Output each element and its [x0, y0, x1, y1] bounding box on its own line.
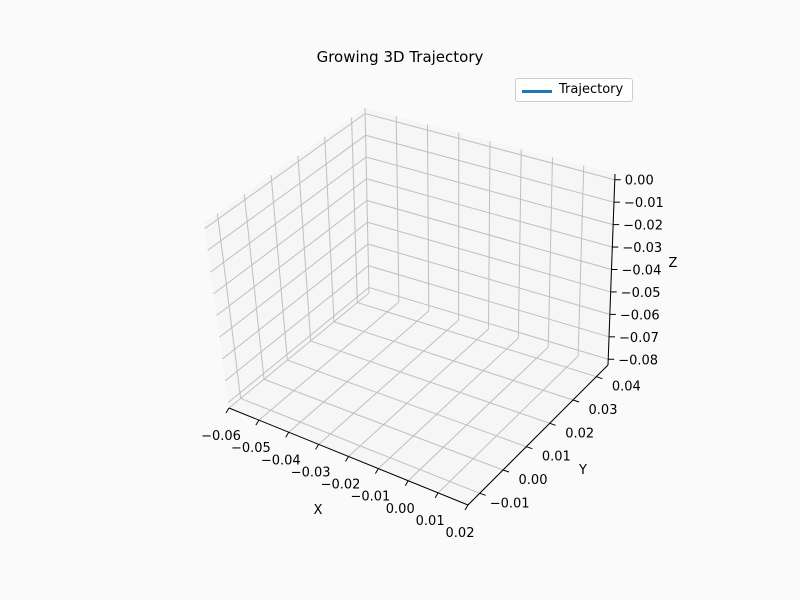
z-tick-label: 0.00 [625, 174, 654, 189]
grid-line-z-back [367, 221, 611, 293]
grid-line-y-floor [263, 378, 504, 471]
z-tick-label: −0.04 [622, 264, 662, 279]
grid-line-z-wall [210, 156, 367, 273]
x-tick-label: −0.04 [261, 453, 301, 468]
z-tick-label: −0.03 [622, 241, 662, 256]
legend-line-trajectory [522, 90, 552, 93]
grid-line-x-floor [258, 301, 400, 421]
x-tick-label: 0.00 [386, 502, 415, 517]
grid-line-z-wall [224, 265, 369, 382]
z-axis-label: Z [669, 256, 678, 271]
y-tick-label: 0.00 [519, 473, 548, 488]
x-tick [345, 456, 349, 462]
y-tick [479, 492, 486, 496]
grid-line-x-floor [288, 310, 430, 433]
z-tick-label: −0.05 [621, 286, 661, 301]
grid-line-z-wall [207, 134, 366, 251]
x-axis-label: X [314, 503, 323, 518]
x-tick [464, 504, 469, 511]
grid-line-z-back [365, 156, 614, 226]
grid-line-z-wall [204, 113, 366, 229]
grid-line-x-floor [318, 319, 459, 445]
y-tick [502, 469, 510, 473]
grid-line-x-floor [407, 346, 549, 482]
y-tick-label: 0.02 [565, 426, 594, 441]
grid-line-y-floor [287, 359, 527, 448]
z-tick-label: −0.08 [618, 353, 658, 368]
chart-title: Growing 3D Trajectory [316, 48, 484, 66]
grid-line-z-back [366, 200, 612, 270]
grid-line-y-floor [310, 340, 550, 424]
grid-line-x-floor [437, 355, 579, 494]
y-tick-label: −0.01 [490, 496, 530, 511]
pane-left [204, 108, 369, 408]
grid-line-x-floor [378, 337, 519, 469]
y-tick-label: 0.01 [542, 450, 571, 465]
x-tick [225, 407, 230, 414]
grid-line-z-wall [227, 287, 370, 403]
x-tick-label: −0.06 [201, 429, 241, 444]
legend-label-trajectory: Trajectory [559, 82, 624, 97]
legend: Trajectory [515, 78, 633, 102]
tick-marks [225, 179, 621, 511]
grid-line-y-floor [240, 397, 480, 494]
grid-line-z-back [366, 178, 613, 248]
y-tick [596, 376, 603, 380]
z-tick-label: −0.01 [624, 196, 664, 211]
x-tick [374, 468, 379, 474]
y-tick [549, 422, 556, 426]
grid-line-y-floor [333, 321, 574, 401]
y-tick-label: 0.04 [612, 380, 641, 395]
y-tick-label: 0.03 [589, 403, 618, 418]
x-tick-label: 0.01 [416, 514, 445, 529]
x-tick-label: −0.02 [321, 478, 361, 493]
z-tick-label: −0.07 [619, 331, 659, 346]
x-tick [255, 419, 260, 426]
y-tick [526, 446, 533, 450]
grid-line-z-back [365, 134, 615, 203]
pane-floor [229, 293, 608, 505]
grid-line-z-wall [216, 200, 368, 316]
x-tick-label: 0.02 [446, 526, 475, 541]
x-tick-label: −0.01 [350, 490, 390, 505]
z-tick-label: −0.02 [623, 219, 663, 234]
grid-line-z-wall [213, 178, 367, 295]
grid-line-z-back [364, 113, 615, 181]
grid-line-z-wall [219, 221, 368, 338]
x-tick [434, 492, 439, 499]
y-axis-label: Y [578, 463, 587, 478]
z-tick-label: −0.06 [620, 308, 660, 323]
x-tick-label: −0.03 [291, 465, 331, 480]
grid-line-y-floor [357, 302, 597, 378]
y-tick [572, 399, 580, 403]
grid-line-x-floor [228, 292, 370, 409]
grid-line-z-back [368, 286, 609, 360]
grid-line-z-back [368, 265, 610, 338]
x-tick [285, 431, 290, 438]
x-tick [404, 480, 409, 487]
grid-line-x-floor [348, 328, 489, 457]
x-tick-label: −0.05 [231, 441, 271, 456]
x-tick [315, 444, 320, 450]
grid-line-z-back [367, 243, 610, 315]
y-axis-line [467, 364, 609, 506]
grid-line-z-wall [222, 243, 369, 360]
tick-labels: −0.06−0.05−0.04−0.03−0.02−0.010.000.010.… [201, 174, 664, 541]
